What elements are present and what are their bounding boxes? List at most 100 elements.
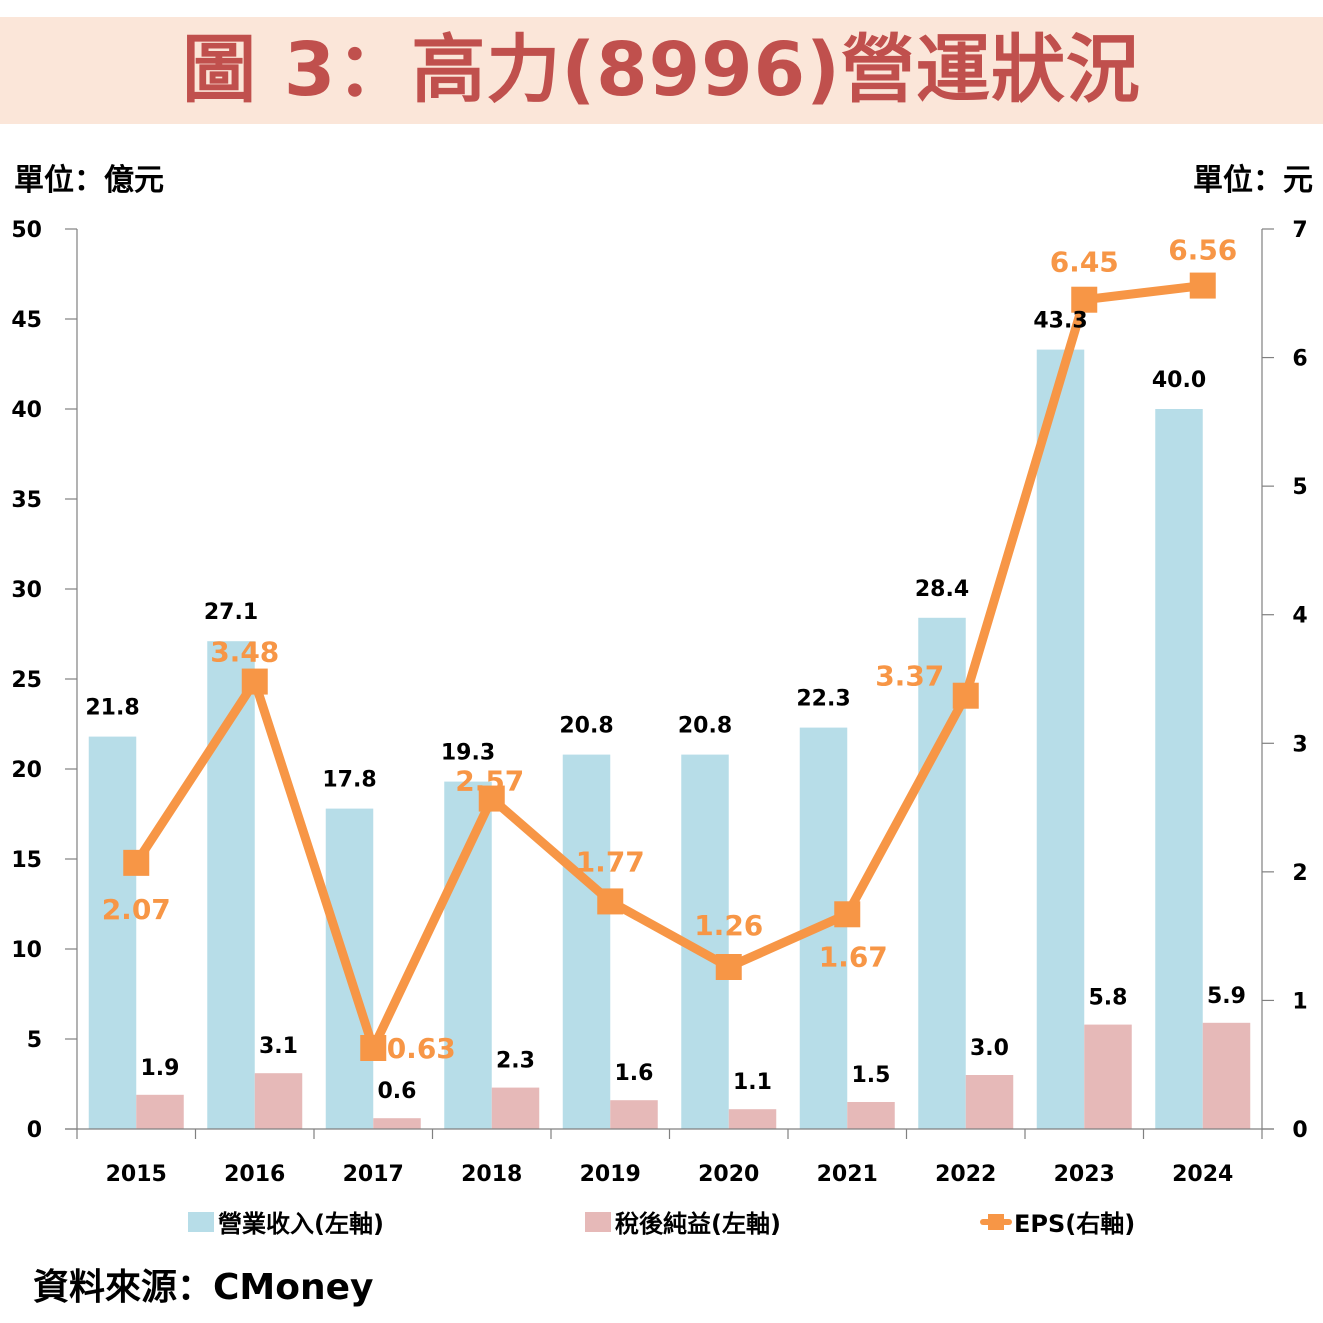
revenue-value-label: 27.1 <box>204 600 258 625</box>
eps-value-label: 1.26 <box>694 909 763 942</box>
x-axis-category-label: 2020 <box>698 1162 759 1187</box>
right-axis-tick-label: 6 <box>1292 347 1307 372</box>
eps-value-label: 3.48 <box>210 636 279 669</box>
left-axis-tick-label: 15 <box>11 848 42 873</box>
net-income-bar <box>373 1118 421 1129</box>
eps-value-label: 6.45 <box>1050 246 1119 279</box>
left-axis-tick-label: 5 <box>27 1028 42 1053</box>
left-axis-tick-label: 45 <box>11 308 42 333</box>
legend-label-eps: EPS(右軸) <box>1014 1210 1136 1238</box>
right-axis-tick-label: 2 <box>1292 861 1307 886</box>
legend-label-revenue: 營業收入(左軸) <box>218 1210 384 1238</box>
legend-item-revenue: 營業收入(左軸) <box>188 1204 384 1239</box>
revenue-bar <box>562 754 611 1129</box>
revenue-value-label: 20.8 <box>678 714 732 739</box>
legend-label-net-income: 稅後純益(左軸) <box>615 1210 781 1238</box>
left-axis-tick-label: 40 <box>11 398 42 423</box>
left-axis-tick-label: 25 <box>11 668 42 693</box>
net-income-value-label: 0.6 <box>378 1079 417 1104</box>
right-axis-tick-label: 7 <box>1292 218 1307 243</box>
revenue-value-label: 17.8 <box>322 768 376 793</box>
legend-swatch-net-income <box>585 1211 611 1232</box>
x-axis-category-label: 2019 <box>580 1162 641 1187</box>
revenue-value-label: 22.3 <box>796 687 850 712</box>
x-axis-category-label: 2018 <box>461 1162 522 1187</box>
revenue-value-label: 40.0 <box>1152 368 1206 393</box>
left-axis-tick-label: 50 <box>11 218 42 243</box>
x-axis-category-label: 2024 <box>1172 1162 1233 1187</box>
eps-marker <box>952 682 979 709</box>
net-income-bar <box>491 1087 540 1129</box>
legend-swatch-eps <box>980 1212 1012 1232</box>
x-axis-category-label: 2017 <box>343 1162 404 1187</box>
eps-marker <box>834 901 861 928</box>
source-note: 資料來源：CMoney <box>33 1267 374 1308</box>
eps-marker <box>478 785 505 812</box>
x-axis-category-label: 2023 <box>1054 1162 1115 1187</box>
chart-title: 圖 3：高力(8996)營運狀況 <box>182 27 1141 113</box>
left-axis-unit: 單位：億元 <box>14 163 164 198</box>
revenue-value-label: 19.3 <box>441 741 495 766</box>
eps-value-label: 2.07 <box>102 893 171 926</box>
net-income-value-label: 1.9 <box>141 1056 180 1081</box>
left-axis-tick-label: 35 <box>11 488 42 513</box>
revenue-bar <box>88 736 137 1129</box>
eps-marker <box>597 888 624 915</box>
revenue-value-label: 28.4 <box>915 577 969 602</box>
net-income-bar <box>728 1109 777 1129</box>
revenue-value-label: 21.8 <box>85 696 139 721</box>
right-axis-tick-label: 4 <box>1292 604 1307 629</box>
net-income-value-label: 3.1 <box>259 1034 298 1059</box>
eps-value-label: 2.57 <box>455 765 524 798</box>
eps-marker <box>1189 272 1216 299</box>
eps-value-label: 1.67 <box>819 940 888 973</box>
revenue-bar <box>444 781 492 1129</box>
eps-value-label: 1.77 <box>576 845 645 878</box>
eps-value-label: 6.56 <box>1168 234 1237 267</box>
x-axis-category-label: 2016 <box>224 1162 285 1187</box>
eps-marker <box>1071 286 1098 313</box>
legend-swatch-revenue <box>188 1211 214 1232</box>
net-income-value-label: 1.5 <box>852 1063 891 1088</box>
revenue-bar <box>1036 349 1085 1130</box>
eps-marker <box>715 954 742 980</box>
net-income-value-label: 2.3 <box>496 1049 535 1074</box>
eps-marker <box>360 1035 387 1061</box>
net-income-bar <box>136 1094 184 1129</box>
net-income-bar <box>1084 1024 1132 1129</box>
title-banner <box>0 17 1323 124</box>
right-axis-tick-label: 0 <box>1292 1118 1307 1143</box>
revenue-value-label: 43.3 <box>1033 309 1087 334</box>
right-axis-tick-label: 5 <box>1292 475 1307 500</box>
net-income-value-label: 1.6 <box>615 1061 654 1086</box>
net-income-bar <box>847 1102 895 1129</box>
eps-line-layer <box>123 272 1216 1061</box>
net-income-bar <box>610 1100 658 1129</box>
left-axis-tick-label: 30 <box>11 578 42 603</box>
net-income-value-label: 5.9 <box>1207 984 1246 1009</box>
eps-line <box>132 281 1204 1053</box>
right-axis-tick-label: 1 <box>1292 989 1307 1014</box>
legend-item-net-income: 稅後純益(左軸) <box>585 1204 781 1239</box>
revenue-value-label: 20.8 <box>559 714 613 739</box>
right-axis-unit: 單位：元 <box>1193 163 1313 198</box>
net-income-bar <box>254 1073 303 1129</box>
net-income-value-label: 1.1 <box>733 1070 772 1095</box>
legend-item-eps: EPS(右軸) <box>980 1204 1135 1239</box>
labels-layer: 21.8 1.9 27.1 3.1 17.8 0.6 19.3 2.3 20.8 1.6 20.8 1… <box>85 234 1246 1105</box>
bars-layer <box>88 349 1251 1130</box>
net-income-value-label: 3.0 <box>970 1036 1009 1061</box>
x-axis-category-label: 2015 <box>106 1162 167 1187</box>
x-axis-category-label: 2021 <box>817 1162 878 1187</box>
eps-value-label: 0.63 <box>387 1032 456 1065</box>
left-axis-tick-label: 10 <box>11 938 42 963</box>
eps-marker <box>241 668 268 695</box>
x-axis-category-label: 2022 <box>935 1162 996 1187</box>
net-income-value-label: 5.8 <box>1089 986 1128 1011</box>
left-axis-tick-label: 0 <box>27 1118 42 1143</box>
net-income-bar <box>1202 1022 1251 1129</box>
revenue-bar <box>1155 409 1203 1129</box>
net-income-bar <box>965 1075 1014 1129</box>
left-axis-tick-label: 20 <box>11 758 42 783</box>
